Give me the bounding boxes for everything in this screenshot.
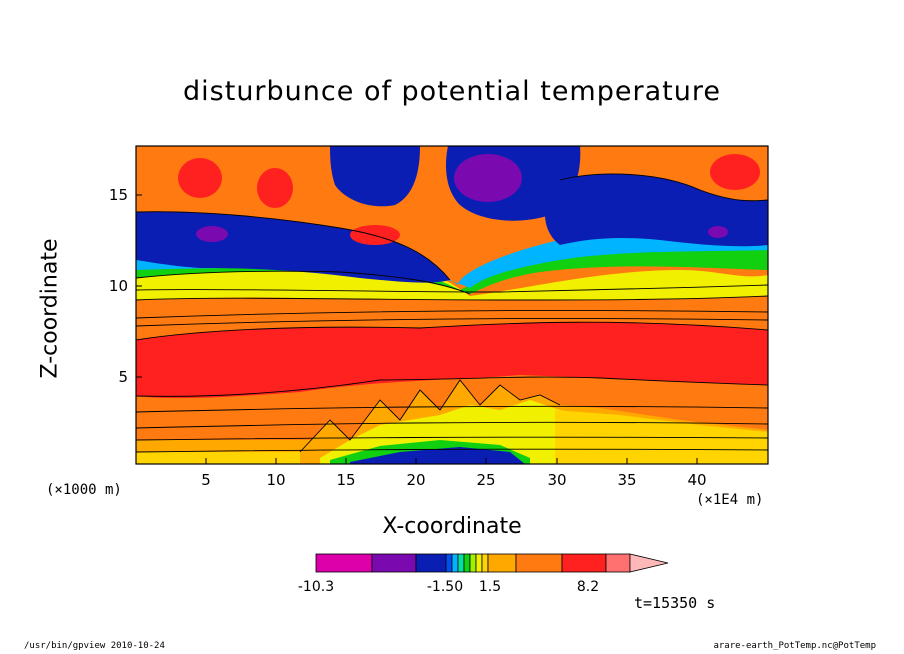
colorbar-arrow [629, 553, 669, 573]
chart-title: disturbunce of potential temperature [183, 76, 721, 107]
colorbar-segment [475, 553, 483, 573]
colorbar-label: -1.50 [427, 579, 463, 595]
plot-frame [135, 145, 769, 465]
blob-red-1 [178, 158, 222, 198]
colorbar-label: -10.3 [298, 579, 334, 595]
y-tick-label: 10 [109, 277, 128, 295]
x-tick-label: 25 [476, 471, 495, 489]
colorbar-segment [371, 553, 417, 573]
colorbar-segment [487, 553, 517, 573]
x-tick-label: 10 [266, 471, 285, 489]
x-axis-label: X-coordinate [382, 514, 522, 539]
blob-purple-right [708, 226, 728, 238]
x-tick-label: 20 [406, 471, 425, 489]
colorbar-label: 1.5 [479, 579, 501, 595]
x-tick-label: 35 [617, 471, 636, 489]
colorbar-segment [315, 553, 373, 573]
colorbar-segment [605, 553, 631, 573]
footer-left: /usr/bin/gpview 2010-10-24 [24, 641, 165, 651]
colorbar-segment [469, 553, 477, 573]
colorbar [315, 553, 669, 573]
y-tick-label: 15 [109, 186, 128, 204]
blob-red-2 [257, 168, 293, 208]
blob-red-3 [350, 225, 400, 245]
blob-purple-left [196, 226, 228, 242]
colorbar-segment [481, 553, 489, 573]
x-ticks [205, 458, 698, 464]
contour-field [136, 146, 768, 464]
colorbar-segment [463, 553, 471, 573]
y-ticks [136, 194, 142, 378]
colorbar-segment [445, 553, 453, 573]
y-tick-label: 5 [118, 368, 128, 386]
colorbar-segment [515, 553, 563, 573]
contour-lines [136, 173, 768, 453]
time-label: t=15350 s [634, 594, 716, 612]
x-tick-label: 15 [336, 471, 355, 489]
footer-right: arare-earth_PotTemp.nc@PotTemp [713, 641, 876, 651]
band-ground-blue [350, 447, 525, 464]
colorbar-segment [451, 553, 459, 573]
y-axis-label: Z-coordinate [37, 238, 63, 379]
x-tick-label: 30 [547, 471, 566, 489]
colorbar-segment [457, 553, 465, 573]
colorbar-segment [415, 553, 447, 573]
x-tick-label: 5 [201, 471, 211, 489]
x-unit-right: (×1E4 m) [696, 492, 764, 508]
band-red-middle [136, 322, 768, 399]
colorbar-label: 8.2 [577, 579, 599, 595]
colorbar-segment [561, 553, 607, 573]
x-tick-label: 40 [687, 471, 706, 489]
x-unit-left: (×1000 m) [46, 482, 122, 498]
blob-red-4 [710, 154, 760, 190]
region-blue-top-left [330, 146, 420, 207]
blob-purple-top [454, 154, 522, 202]
